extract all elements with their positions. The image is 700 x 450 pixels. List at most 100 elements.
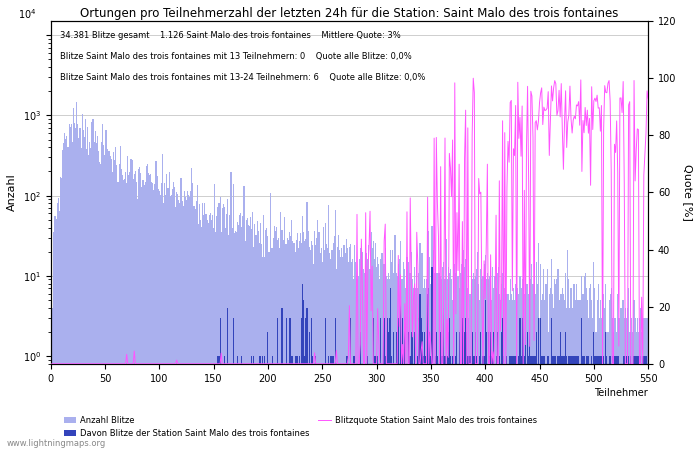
Bar	[473, 356, 474, 450]
Bar	[155, 161, 157, 450]
Bar	[162, 154, 163, 450]
Bar	[174, 187, 175, 450]
Bar	[260, 224, 261, 450]
Bar	[449, 318, 450, 450]
Blitzquote Station Saint Malo des trois fontaines	[573, 103, 582, 108]
Bar	[291, 356, 293, 450]
Bar	[203, 215, 204, 450]
Bar	[545, 284, 547, 450]
Bar	[466, 279, 468, 450]
Bar	[575, 356, 576, 450]
Bar	[75, 128, 76, 450]
Bar	[616, 356, 617, 450]
Bar	[237, 356, 238, 450]
Bar	[411, 252, 412, 450]
Bar	[437, 273, 438, 450]
Bar	[458, 288, 460, 450]
Bar	[210, 213, 211, 450]
Bar	[541, 300, 542, 450]
Bar	[150, 175, 151, 450]
Bar	[189, 197, 190, 450]
Bar	[613, 356, 614, 450]
Bar	[573, 284, 574, 450]
Bar	[636, 356, 637, 450]
Bar	[424, 279, 425, 450]
Bar	[601, 318, 602, 450]
Bar	[201, 227, 202, 450]
Blitzquote Station Saint Malo des trois fontaines	[644, 96, 652, 101]
Bar	[569, 308, 570, 450]
Bar	[486, 273, 488, 450]
Bar	[437, 356, 438, 450]
Bar	[124, 179, 125, 450]
Bar	[626, 318, 627, 450]
Bar	[393, 332, 395, 450]
Bar	[513, 356, 514, 450]
Bar	[141, 187, 142, 450]
Bar	[135, 171, 136, 450]
Bar	[430, 284, 431, 450]
Bar	[506, 356, 507, 450]
Bar	[561, 293, 562, 450]
Bar	[500, 300, 501, 450]
Bar	[254, 224, 256, 450]
Bar	[444, 279, 445, 450]
Bar	[625, 308, 626, 450]
Bar	[468, 318, 470, 450]
Bar	[167, 189, 169, 450]
Bar	[523, 279, 524, 450]
Bar	[208, 223, 209, 450]
Bar	[298, 248, 299, 450]
Bar	[265, 230, 266, 450]
Bar	[258, 231, 259, 450]
Bar	[337, 247, 338, 450]
Bar	[128, 176, 130, 450]
Bar	[489, 356, 490, 450]
Bar	[400, 279, 401, 450]
Bar	[439, 273, 440, 450]
Bar	[542, 293, 543, 450]
Bar	[53, 232, 55, 450]
Bar	[648, 356, 649, 450]
Bar	[206, 220, 208, 450]
Bar	[445, 239, 447, 450]
Bar	[191, 168, 193, 450]
Bar	[455, 356, 456, 450]
Bar	[443, 262, 444, 450]
Bar	[241, 356, 242, 450]
Bar	[573, 356, 574, 450]
Bar	[549, 293, 550, 450]
Bar	[372, 248, 373, 450]
Bar	[630, 356, 631, 450]
Bar	[82, 114, 83, 450]
Bar	[286, 244, 287, 450]
Bar	[464, 332, 465, 450]
Bar	[561, 356, 562, 450]
Bar	[533, 356, 535, 450]
Bar	[264, 257, 265, 450]
Bar	[570, 356, 572, 450]
Bar	[76, 102, 77, 450]
Bar	[492, 267, 493, 450]
Bar	[216, 216, 218, 450]
Bar	[589, 288, 590, 450]
Bar	[73, 108, 74, 450]
Bar	[475, 276, 476, 450]
Bar	[417, 356, 419, 450]
Bar	[402, 279, 403, 450]
Bar	[513, 288, 514, 450]
Bar	[199, 204, 200, 450]
Y-axis label: Anzahl: Anzahl	[7, 174, 17, 212]
Bar	[503, 288, 504, 450]
Bar	[642, 356, 643, 450]
Bar	[332, 243, 334, 450]
Bar	[261, 244, 262, 450]
Bar	[110, 156, 111, 450]
Bar	[101, 142, 102, 450]
Bar	[499, 356, 500, 450]
Bar	[72, 142, 73, 450]
Bar	[504, 288, 505, 450]
Bar	[251, 356, 252, 450]
Bar	[586, 356, 587, 450]
Bar	[83, 130, 84, 450]
